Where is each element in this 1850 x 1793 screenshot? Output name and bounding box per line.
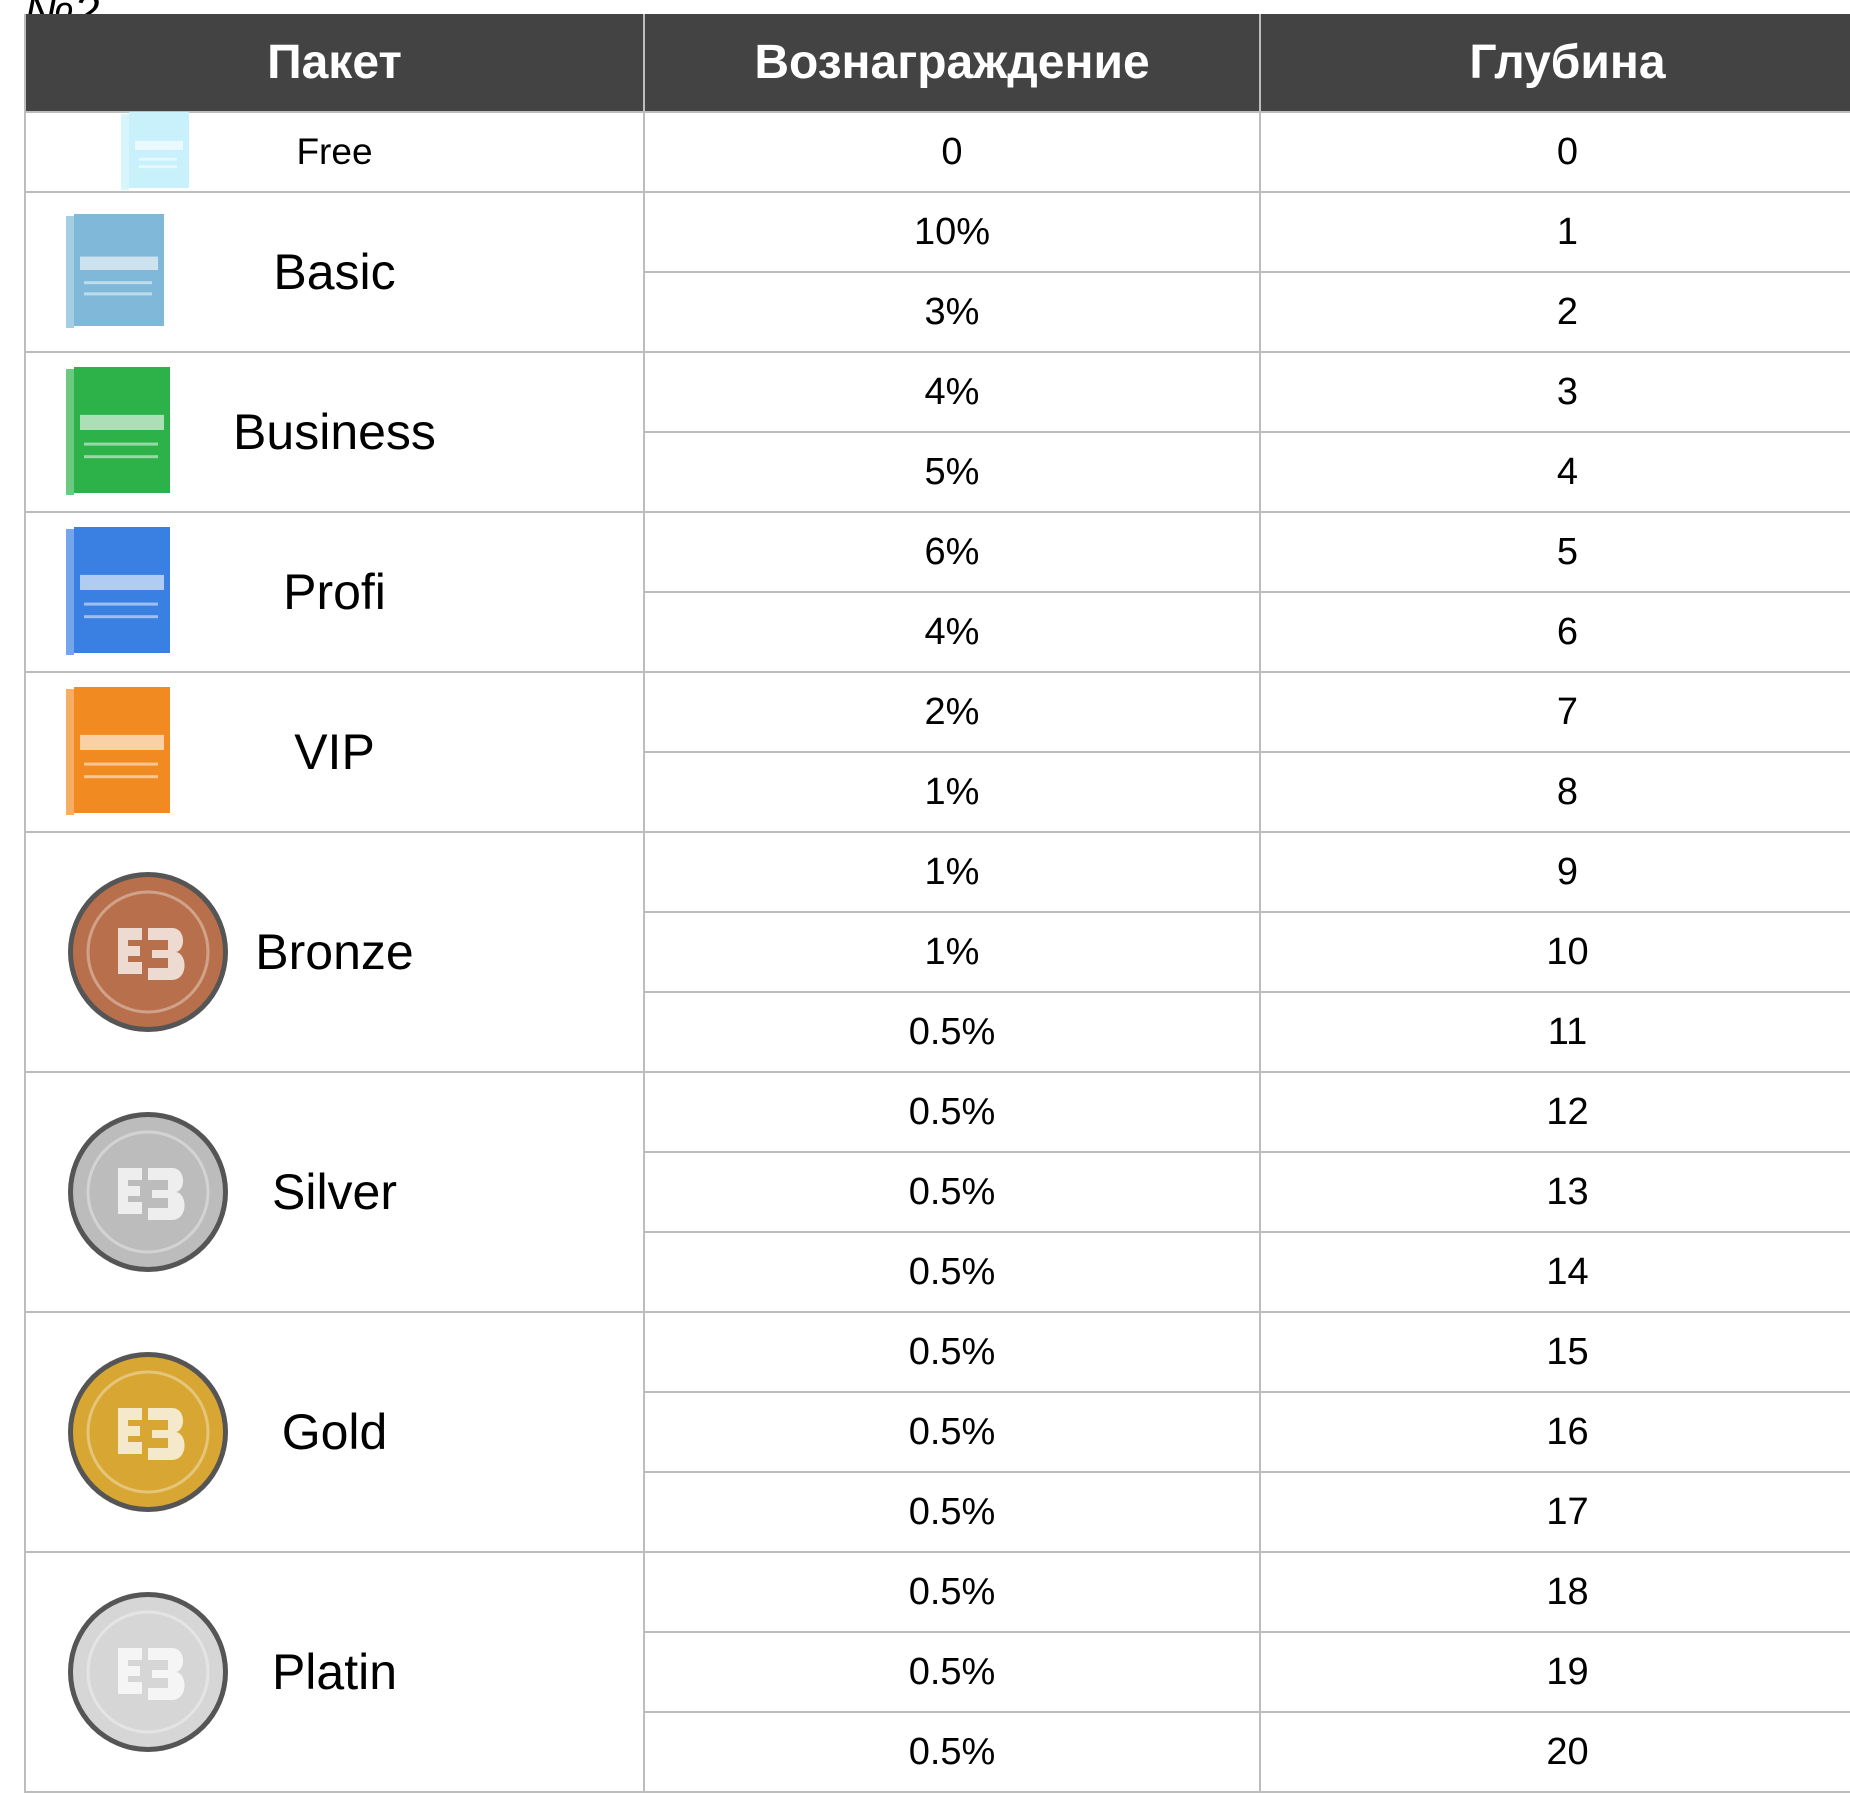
package-name: Free — [296, 131, 372, 172]
package-cell: Bronze — [25, 832, 644, 1072]
package-cell: Gold — [25, 1312, 644, 1552]
depth-cell: 18 — [1260, 1552, 1850, 1632]
package-name: Basic — [273, 244, 395, 300]
depth-cell: 7 — [1260, 672, 1850, 752]
package-cell: Silver — [25, 1072, 644, 1312]
coin-icon — [66, 870, 230, 1034]
package-name: VIP — [294, 724, 375, 780]
package-cell: VIP — [25, 672, 644, 832]
reward-cell: 0.5% — [644, 1312, 1260, 1392]
depth-cell: 1 — [1260, 192, 1850, 272]
package-name: Bronze — [255, 924, 413, 980]
header-row: Пакет Вознаграждение Глубина — [25, 14, 1850, 112]
depth-cell: 9 — [1260, 832, 1850, 912]
depth-cell: 16 — [1260, 1392, 1850, 1472]
reward-cell: 0.5% — [644, 1472, 1260, 1552]
package-icon — [66, 112, 193, 192]
package-name: Profi — [283, 564, 386, 620]
package-name: Gold — [282, 1404, 388, 1460]
reward-cell: 0.5% — [644, 1552, 1260, 1632]
depth-cell: 4 — [1260, 432, 1850, 512]
depth-cell: 17 — [1260, 1472, 1850, 1552]
reward-cell: 6% — [644, 512, 1260, 592]
package-icon — [66, 687, 174, 817]
depth-cell: 8 — [1260, 752, 1850, 832]
column-header: Пакет — [25, 14, 644, 112]
reward-cell: 0.5% — [644, 1712, 1260, 1792]
reward-cell: 0.5% — [644, 1152, 1260, 1232]
reward-cell: 0 — [644, 112, 1260, 192]
depth-cell: 14 — [1260, 1232, 1850, 1312]
depth-cell: 3 — [1260, 352, 1850, 432]
reward-cell: 0.5% — [644, 992, 1260, 1072]
reward-cell: 0.5% — [644, 1632, 1260, 1712]
depth-cell: 12 — [1260, 1072, 1850, 1152]
coin-icon — [66, 1110, 230, 1274]
coin-icon — [66, 1350, 230, 1514]
package-name: Platin — [272, 1644, 397, 1700]
package-cell: Business — [25, 352, 644, 512]
package-cell: Profi — [25, 512, 644, 672]
reward-cell: 1% — [644, 752, 1260, 832]
depth-cell: 5 — [1260, 512, 1850, 592]
package-cell: Basic — [25, 192, 644, 352]
reward-cell: 1% — [644, 912, 1260, 992]
depth-cell: 11 — [1260, 992, 1850, 1072]
reward-cell: 3% — [644, 272, 1260, 352]
package-name: Silver — [272, 1164, 397, 1220]
reward-cell: 4% — [644, 352, 1260, 432]
package-icon — [66, 367, 174, 497]
depth-cell: 0 — [1260, 112, 1850, 192]
column-header: Вознаграждение — [644, 14, 1260, 112]
reward-cell: 10% — [644, 192, 1260, 272]
depth-cell: 19 — [1260, 1632, 1850, 1712]
depth-cell: 2 — [1260, 272, 1850, 352]
reward-cell: 0.5% — [644, 1072, 1260, 1152]
depth-cell: 20 — [1260, 1712, 1850, 1792]
reward-cell: 2% — [644, 672, 1260, 752]
package-cell: Platin — [25, 1552, 644, 1792]
reward-cell: 0.5% — [644, 1232, 1260, 1312]
depth-cell: 15 — [1260, 1312, 1850, 1392]
package-icon — [66, 527, 174, 657]
column-header: Глубина — [1260, 14, 1850, 112]
coin-icon — [66, 1590, 230, 1754]
reward-cell: 0.5% — [644, 1392, 1260, 1472]
page: №2 Пакет Вознаграждение Глубина Free00Ba… — [0, 0, 1850, 1771]
depth-cell: 6 — [1260, 592, 1850, 672]
package-icon — [66, 214, 168, 330]
depth-cell: 10 — [1260, 912, 1850, 992]
package-cell: Free — [25, 112, 644, 192]
reward-cell: 5% — [644, 432, 1260, 512]
reward-cell: 4% — [644, 592, 1260, 672]
package-name: Business — [233, 404, 436, 460]
reward-cell: 1% — [644, 832, 1260, 912]
depth-cell: 13 — [1260, 1152, 1850, 1232]
